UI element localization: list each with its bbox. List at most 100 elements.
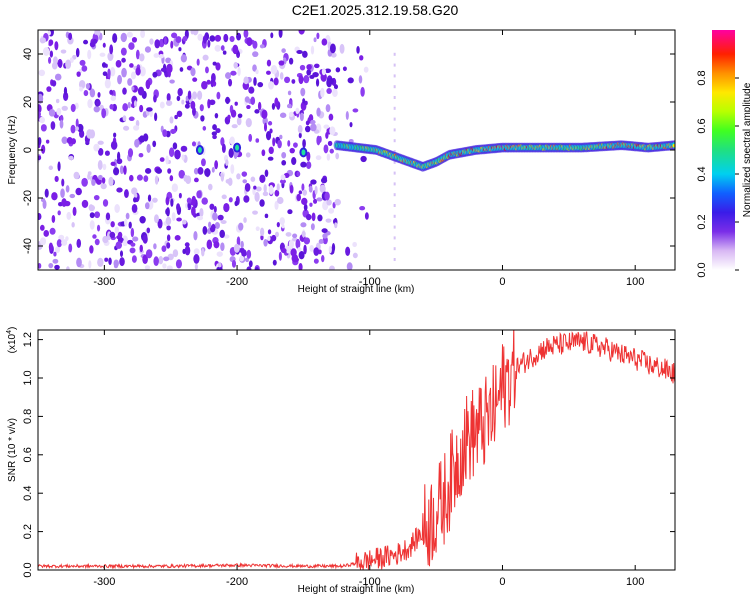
noise-cell (167, 168, 172, 174)
x-tick-label: 0 (499, 276, 505, 288)
noise-cell (279, 217, 285, 226)
noise-cell (208, 221, 212, 229)
noise-cell (113, 259, 119, 268)
noise-cell (230, 164, 235, 175)
noise-cell (127, 101, 131, 109)
noise-cell (233, 152, 238, 159)
noise-cell (352, 252, 358, 259)
noise-cell (167, 70, 171, 78)
noise-cell (109, 44, 114, 55)
noise-cell (305, 120, 310, 126)
noise-cell (165, 208, 169, 215)
noise-cell (139, 53, 145, 62)
noise-cell (120, 32, 127, 43)
noise-cell (56, 239, 62, 248)
noise-cell (228, 78, 233, 87)
noise-cell (314, 185, 318, 195)
noise-cell (46, 86, 52, 92)
noise-cell (52, 258, 59, 264)
noise-cell (207, 39, 211, 48)
noise-cell (102, 235, 109, 244)
noise-cell (245, 257, 249, 263)
noise-cell (125, 212, 130, 220)
noise-cell (262, 116, 268, 125)
noise-cell (245, 117, 252, 128)
noise-cell (297, 247, 302, 252)
noise-cell (171, 212, 176, 222)
noise-cell (273, 77, 279, 86)
noise-cell (345, 111, 349, 120)
noise-cell (102, 71, 108, 77)
noise-cell (55, 98, 60, 104)
noise-cell (300, 222, 307, 228)
noise-cell (166, 242, 171, 249)
noise-cell (301, 197, 308, 206)
noise-cell (209, 99, 216, 106)
noise-cell (262, 191, 269, 197)
noise-cell (243, 195, 250, 203)
noise-cell (302, 50, 308, 58)
noise-cell (121, 57, 126, 63)
noise-cell (254, 267, 259, 270)
noise-cell (250, 96, 256, 105)
noise-cell (263, 238, 268, 247)
noise-cell (163, 256, 170, 262)
noise-cell (212, 134, 217, 140)
noise-cell (114, 226, 120, 234)
noise-cell (288, 57, 294, 65)
noise-cell (325, 131, 329, 139)
noise-cell (359, 205, 366, 211)
noise-cell (101, 108, 107, 119)
noise-cell (131, 203, 138, 213)
noise-cell (206, 239, 213, 250)
noise-cell (87, 49, 92, 60)
noise-cell (110, 95, 117, 101)
noise-cell (104, 257, 109, 262)
noise-cell (144, 167, 152, 174)
colorbar-tick-label: 0.6 (696, 118, 708, 133)
noise-cell (323, 144, 329, 154)
noise-cell (120, 47, 127, 56)
noise-cell (48, 56, 52, 64)
noise-cell (138, 135, 145, 143)
noise-cell (38, 137, 42, 146)
noise-cell (285, 232, 292, 237)
noise-cell (202, 225, 208, 235)
noise-cell (139, 216, 146, 224)
noise-cell (168, 147, 175, 158)
noise-cell (236, 173, 241, 180)
noise-cell (122, 239, 128, 247)
noise-cell (252, 210, 258, 215)
y-tick-label: 1.2 (22, 332, 34, 347)
noise-cell (393, 52, 396, 56)
noise-cell (347, 77, 354, 84)
noise-cell (280, 174, 286, 181)
noise-cell (193, 248, 200, 255)
noise-cell (182, 35, 188, 42)
noise-cell (172, 142, 178, 150)
noise-cell (287, 140, 291, 147)
noise-cell (142, 254, 148, 264)
noise-cell (197, 33, 203, 41)
noise-cell (104, 78, 111, 89)
noise-cell (310, 179, 317, 185)
x-axis-label: Height of straight line (km) (298, 584, 415, 595)
noise-cell (335, 67, 341, 73)
noise-cell (272, 137, 276, 147)
noise-cell (217, 214, 224, 221)
x-tick-label: -300 (93, 276, 115, 288)
noise-cell (291, 79, 296, 84)
noise-cell (70, 103, 76, 113)
noise-cell (275, 231, 279, 238)
noise-cell (327, 140, 333, 147)
noise-cell (192, 77, 198, 82)
noise-cell (128, 221, 132, 229)
noise-cell (165, 216, 172, 226)
noise-cell (40, 198, 46, 203)
noise-cell (393, 117, 396, 121)
noise-cell (165, 196, 170, 206)
noise-cell (39, 37, 46, 44)
noise-cell (215, 62, 221, 71)
noise-cell (194, 263, 198, 270)
noise-cell (176, 95, 181, 102)
